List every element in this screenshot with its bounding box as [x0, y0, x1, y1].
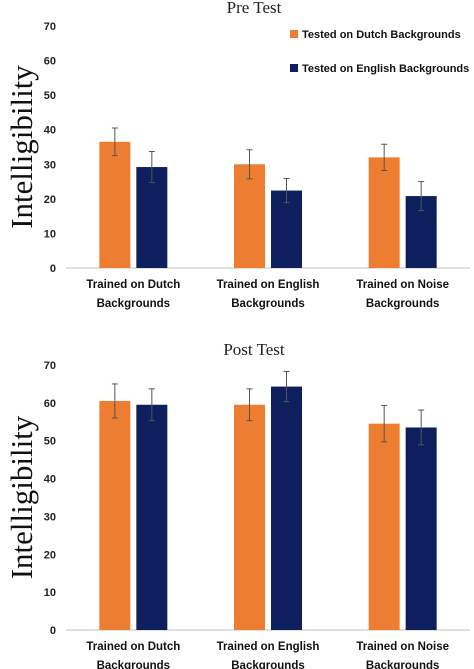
legend-swatch: [290, 30, 298, 38]
bar: [368, 423, 400, 630]
legend: Tested on Dutch Backgrounds Tested on Eng…: [290, 29, 469, 75]
legend-swatch: [290, 64, 298, 72]
chart-post-test: Post Test Intelligibility 0 10 20 30 40 50 60 70 T…: [4, 340, 470, 669]
y-tick-label: 70: [44, 21, 56, 33]
legend-label: Tested on English Backgrounds: [302, 63, 469, 75]
x-category-label: Trained on English: [217, 641, 320, 653]
y-tick-label: 60: [44, 56, 56, 68]
x-category-label: Trained on Dutch: [86, 279, 180, 291]
x-category-label: Backgrounds: [97, 660, 171, 669]
y-tick-label: 40: [44, 474, 56, 486]
bar: [99, 400, 131, 630]
x-category-label: Trained on English: [217, 279, 320, 291]
x-category-label: Backgrounds: [366, 298, 440, 310]
x-category-label: Trained on Noise: [356, 279, 449, 291]
y-tick-label: 10: [44, 587, 56, 599]
legend-label: Tested on Dutch Backgrounds: [302, 29, 461, 41]
x-category-label: Backgrounds: [231, 298, 305, 310]
x-category-label: Backgrounds: [231, 660, 305, 669]
y-axis-label: Intelligibility: [4, 65, 39, 229]
x-category-label: Trained on Dutch: [86, 641, 180, 653]
y-axis-label: Intelligibility: [4, 415, 39, 579]
bar: [136, 167, 168, 268]
y-tick-label: 10: [44, 228, 56, 240]
y-tick-label: 0: [50, 263, 56, 275]
chart-title: Pre Test: [227, 0, 282, 17]
bar: [271, 386, 302, 630]
y-tick-label: 40: [44, 125, 56, 137]
chart-pre-test: Pre Test Intelligibility 0 10 20 30 40 50 60 70 Tr…: [4, 0, 470, 310]
bar: [136, 404, 168, 630]
y-tick-label: 50: [44, 90, 56, 102]
bar: [234, 164, 265, 268]
x-category-label: Backgrounds: [97, 298, 171, 310]
bar: [234, 404, 265, 630]
bar: [405, 427, 437, 630]
y-tick-label: 70: [44, 360, 56, 372]
chart-title: Post Test: [223, 340, 285, 359]
y-tick-label: 50: [44, 436, 56, 448]
bar: [99, 141, 131, 268]
y-tick-label: 20: [44, 194, 56, 206]
y-tick-label: 30: [44, 159, 56, 171]
y-tick-label: 20: [44, 549, 56, 561]
bar: [271, 190, 302, 268]
x-category-label: Backgrounds: [366, 660, 440, 669]
y-tick-label: 60: [44, 398, 56, 410]
y-tick-label: 30: [44, 511, 56, 523]
y-tick-label: 0: [50, 625, 56, 637]
x-category-label: Trained on Noise: [356, 641, 449, 653]
bar: [368, 157, 400, 268]
